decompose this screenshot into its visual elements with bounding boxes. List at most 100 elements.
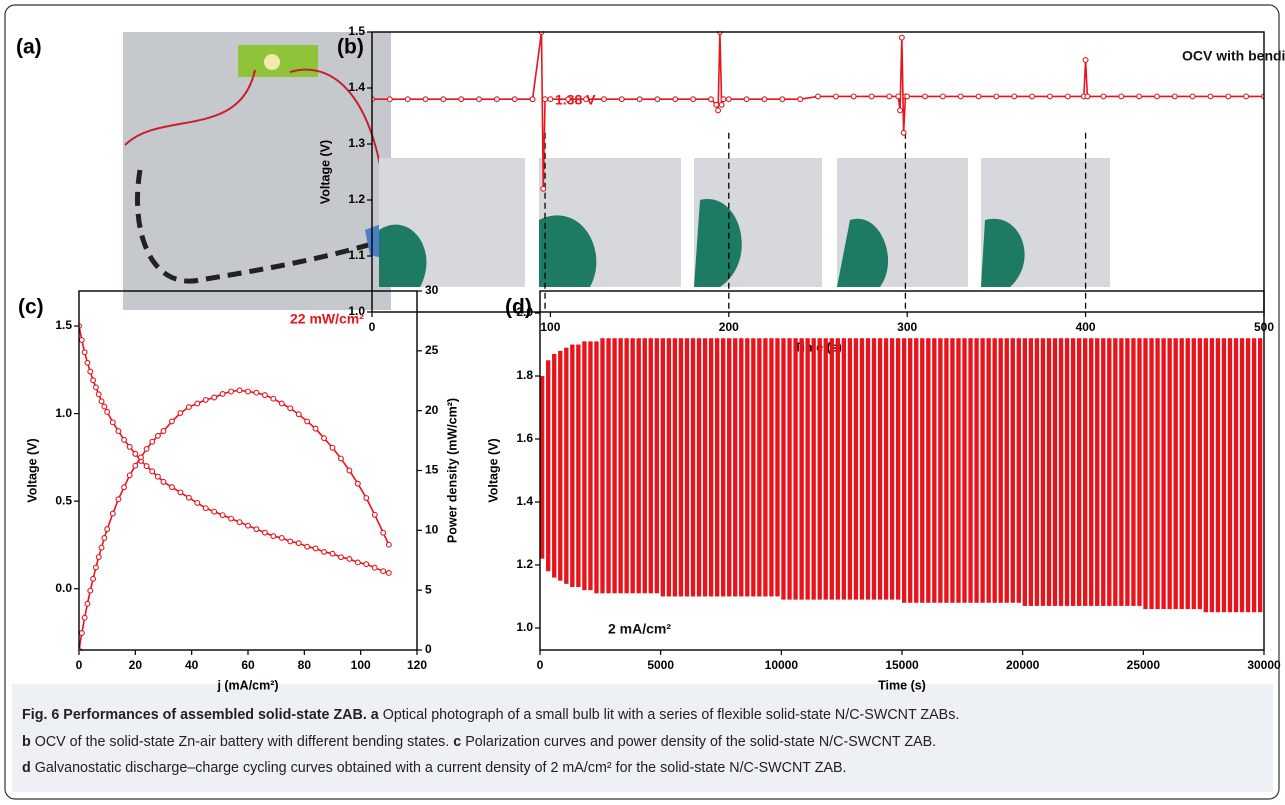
data-marker: [254, 390, 259, 395]
cycle-band: [1089, 338, 1093, 606]
cycle-band: [709, 338, 713, 596]
data-marker: [313, 546, 318, 551]
data-marker: [161, 429, 166, 434]
cycle-band: [643, 338, 647, 593]
cycle-band: [612, 338, 616, 593]
cycle-band: [993, 338, 997, 603]
data-marker: [237, 520, 242, 525]
data-marker: [127, 473, 132, 478]
data-marker: [139, 455, 144, 460]
data-marker: [1012, 94, 1017, 99]
cycle-band: [793, 338, 797, 599]
data-marker: [1190, 94, 1195, 99]
data-marker: [178, 411, 183, 416]
page: {"figure": { "panel_labels": ["(a)", "(b…: [0, 0, 1285, 805]
data-marker: [691, 97, 696, 102]
data-marker: [127, 444, 132, 449]
data-marker: [762, 97, 767, 102]
data-marker: [816, 94, 821, 99]
chart: 0500010000150002000025000300001.01.21.41…: [486, 291, 1281, 692]
cycle-band: [1053, 338, 1057, 606]
data-marker: [1226, 94, 1231, 99]
y-tick-label: 1.5: [348, 24, 365, 38]
data-marker: [716, 108, 721, 113]
y-tick-label: 1.8: [516, 368, 533, 382]
y2-tick-label: 10: [425, 523, 439, 537]
y-axis-title: Voltage (V): [25, 438, 39, 502]
y-tick-label: 1.6: [516, 431, 533, 445]
x-axis-title: j (mA/cm²): [216, 678, 278, 692]
data-marker: [122, 437, 127, 442]
cycle-band: [830, 338, 834, 599]
x-tick-label: 0: [369, 320, 376, 334]
cycle-band: [606, 338, 610, 593]
y-tick-label: 1.2: [348, 192, 365, 206]
data-marker: [709, 97, 714, 102]
x-tick-label: 30000: [1247, 658, 1281, 672]
cycle-band: [775, 338, 779, 596]
data-marker: [1101, 94, 1106, 99]
cycle-band: [962, 338, 966, 603]
caption: Fig. 6 Performances of assembled solid-s…: [22, 702, 1267, 782]
data-marker: [102, 404, 107, 409]
data-marker: [719, 102, 724, 107]
cycle-band: [600, 338, 604, 593]
cycle-band: [1041, 338, 1045, 606]
x-tick-label: 5000: [647, 658, 674, 672]
data-marker: [901, 130, 906, 135]
cycle-band: [552, 354, 556, 578]
caption-text: Polarization curves and power density of…: [465, 734, 936, 750]
data-marker: [271, 534, 276, 539]
data-marker: [459, 97, 464, 102]
data-marker: [355, 560, 360, 565]
cycle-band: [956, 338, 960, 603]
photo-insets-b: [379, 158, 1110, 287]
cycle-band: [733, 338, 737, 596]
data-line: [79, 326, 389, 573]
data-marker: [271, 396, 276, 401]
data-marker: [1208, 94, 1213, 99]
cycle-band: [588, 341, 592, 590]
x-tick-label: 100: [540, 320, 560, 334]
data-marker: [833, 94, 838, 99]
y2-tick-label: 30: [425, 283, 439, 297]
y2-tick-label: 15: [425, 463, 439, 477]
cycle-band: [920, 338, 924, 603]
data-marker: [940, 94, 945, 99]
data-marker: [155, 433, 160, 438]
data-marker: [91, 576, 96, 581]
cycle-band: [1143, 338, 1147, 609]
cycle-band: [781, 338, 785, 599]
cycle-band: [655, 338, 659, 593]
data-marker: [898, 108, 903, 113]
axes-frame: [79, 291, 417, 650]
data-marker: [386, 542, 391, 547]
cycle-band: [805, 338, 809, 599]
y2-tick-label: 20: [425, 403, 439, 417]
cycle-band: [1204, 338, 1208, 612]
cycle-band: [866, 338, 870, 599]
cycle-band: [1258, 338, 1262, 612]
data-marker: [887, 94, 892, 99]
y-tick-label: 1.4: [348, 80, 365, 94]
data-marker: [122, 485, 127, 490]
x-tick-label: 80: [298, 658, 312, 672]
cycle-band: [799, 338, 803, 599]
cycle-band: [1005, 338, 1009, 603]
cycle-band: [1107, 338, 1111, 606]
y2-axis-title: Power density (mW/cm²): [445, 398, 459, 543]
x-tick-label: 0: [537, 658, 544, 672]
cycle-band: [1011, 338, 1015, 603]
cycle-band: [685, 338, 689, 596]
cycle-band: [926, 338, 930, 603]
x-tick-label: 0: [76, 658, 83, 672]
cycle-band: [1131, 338, 1135, 606]
x-axis-title: Time (s): [878, 678, 926, 692]
cycle-band: [1161, 338, 1165, 609]
data-marker: [220, 392, 225, 397]
data-marker: [714, 102, 719, 107]
cycle-band: [932, 338, 936, 603]
cycle-band: [1252, 338, 1256, 612]
cycle-band: [703, 338, 707, 596]
x-tick-label: 15000: [885, 658, 919, 672]
